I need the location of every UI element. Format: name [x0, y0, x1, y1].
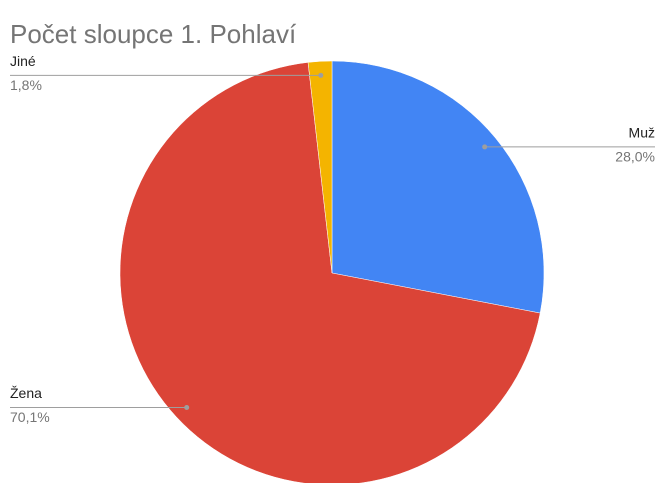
leader-dot — [184, 405, 190, 411]
slice-value: 1,8% — [10, 77, 42, 93]
pie-slice — [307, 60, 333, 274]
slice-label: Žena — [10, 385, 42, 401]
leader-dot — [318, 72, 324, 78]
slice-value: 70,1% — [10, 409, 50, 425]
slice-label: Jiné — [10, 53, 36, 69]
slice-value: 28,0% — [615, 149, 655, 165]
slice-label: Muž — [629, 125, 655, 141]
pie-slice — [119, 62, 541, 483]
pie-slice — [331, 60, 545, 314]
leader-dot — [482, 144, 488, 150]
chart-title: Počet sloupce 1. Pohlaví — [10, 19, 297, 49]
